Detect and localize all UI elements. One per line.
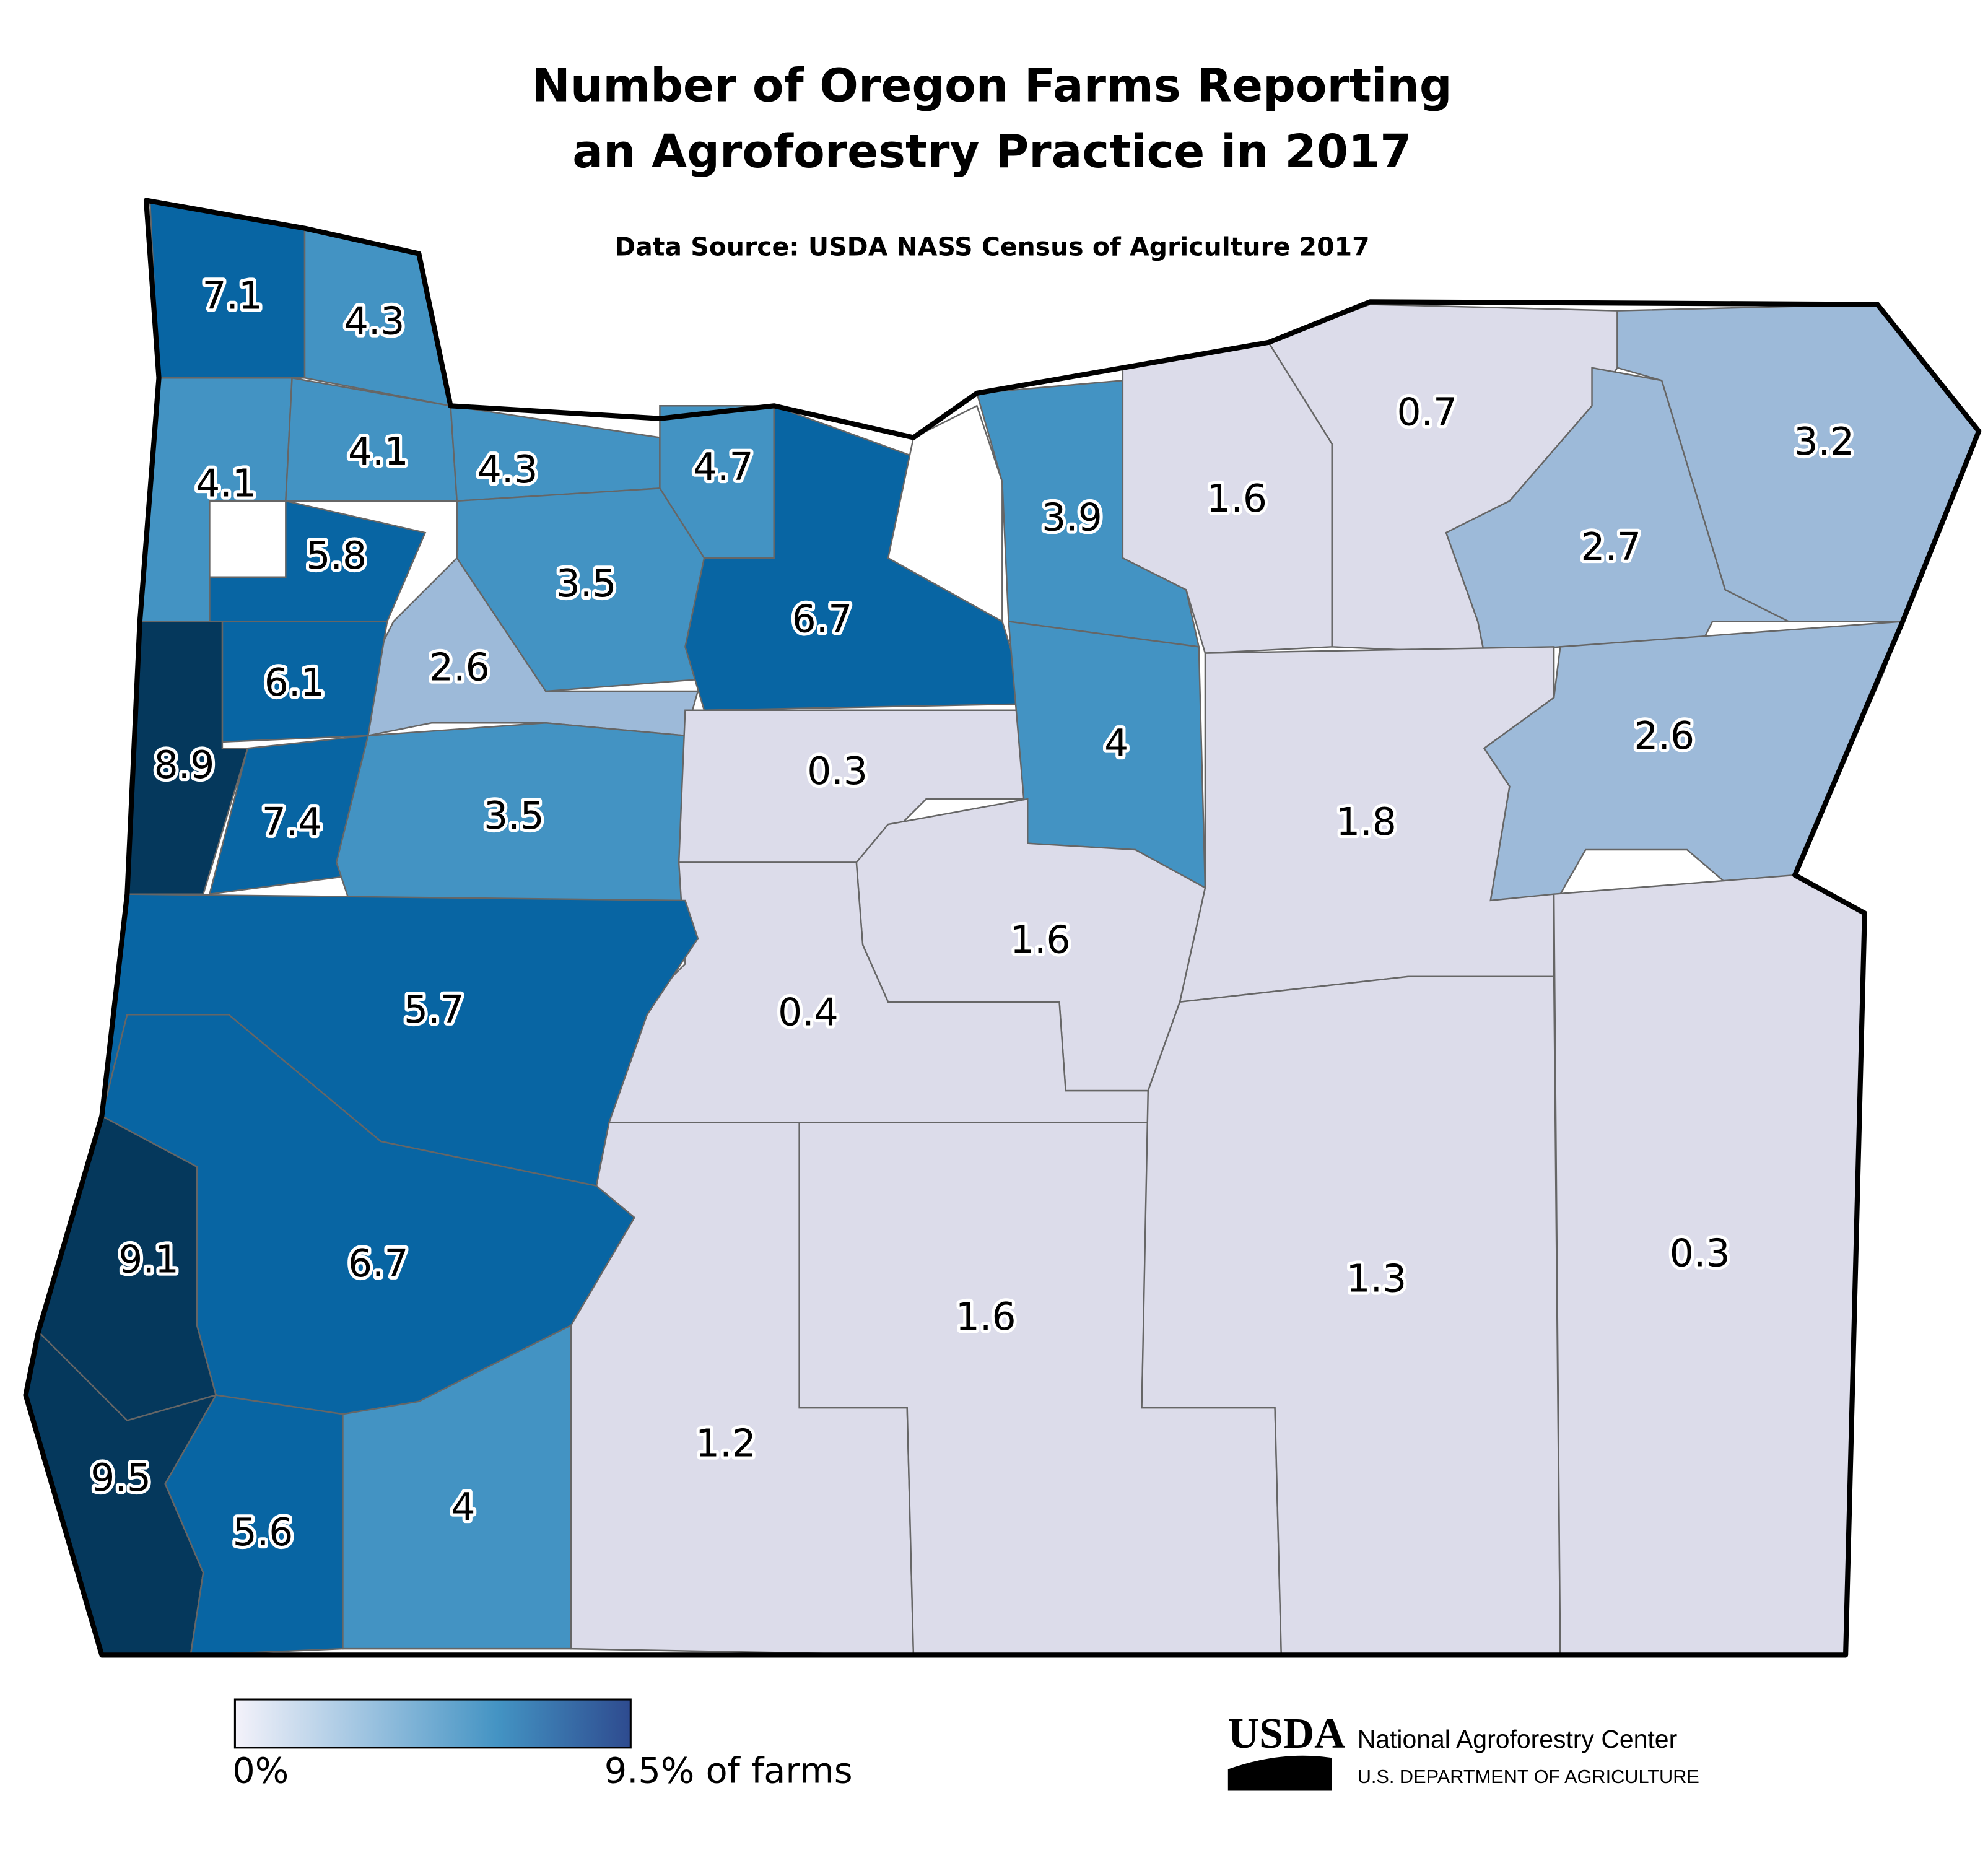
county (887, 404, 1003, 623)
title-line: an Agroforestry Practice in 2017 (572, 126, 1411, 178)
county-value: 9.1 (118, 1238, 179, 1282)
county-value: 3.9 (1042, 496, 1102, 540)
county-value: 2.6 (1634, 714, 1694, 758)
county-value: 6.1 (264, 661, 325, 705)
county-value: 3.2 (1794, 420, 1854, 464)
county-value: 6.7 (348, 1242, 409, 1286)
county-value: 5.6 (233, 1511, 294, 1555)
county-value: 1.3 (1346, 1257, 1407, 1301)
county-value: 8.9 (154, 743, 215, 787)
county-value: 6.7 (792, 597, 853, 641)
county-value: 0.3 (807, 749, 868, 793)
county-value: 3.5 (484, 794, 544, 838)
county-value: 1.6 (1010, 918, 1071, 962)
county-value: 4.1 (348, 430, 409, 474)
counties (25, 202, 1980, 1656)
county-value: 4.7 (693, 445, 754, 489)
county-value: 0.3 (1670, 1231, 1730, 1275)
county-value: 0.4 (778, 990, 839, 1034)
legend-bar (233, 1698, 632, 1749)
county-value: 4.3 (344, 299, 405, 343)
logo-department: U.S. DEPARTMENT OF AGRICULTURE (1358, 1766, 1699, 1787)
county-value: 7.1 (202, 274, 263, 318)
logo-name: National Agroforestry Center (1358, 1725, 1678, 1753)
subtitle: Data Source: USDA NASS Census of Agricul… (614, 232, 1369, 261)
title-line: Number of Oregon Farms Reporting (532, 59, 1452, 112)
county-value: 0.7 (1397, 391, 1457, 435)
legend-min: 0% (232, 1750, 289, 1791)
county-value: 4 (1104, 722, 1128, 765)
county-value: 4.3 (477, 448, 538, 492)
logo-swoosh (1227, 1755, 1332, 1791)
county-value: 3.5 (556, 562, 617, 606)
county-value: 5.7 (404, 988, 464, 1032)
county-value: 2.7 (1580, 525, 1641, 569)
county-value: 7.4 (262, 800, 323, 844)
county-value: 5.8 (306, 534, 367, 578)
county-value: 1.6 (956, 1295, 1016, 1339)
county-value: 4.1 (196, 461, 256, 505)
logo-mark: USDA (1228, 1710, 1346, 1758)
county-value: 4 (451, 1485, 475, 1529)
county-value: 1.6 (1206, 477, 1267, 521)
county-value: 9.5 (90, 1456, 151, 1500)
county-value: 1.8 (1336, 800, 1397, 844)
legend-max: 9.5% of farms (604, 1750, 853, 1791)
county-value: 1.2 (695, 1422, 756, 1466)
county-labels: 7.1 4.3 4.1 4.1 4.3 4.7 5.8 3.5 6.7 3.9 1.6 0.7 3.2 2… (87, 271, 1857, 1558)
state-outline (23, 198, 1982, 1658)
county-value: 2.6 (429, 645, 490, 689)
